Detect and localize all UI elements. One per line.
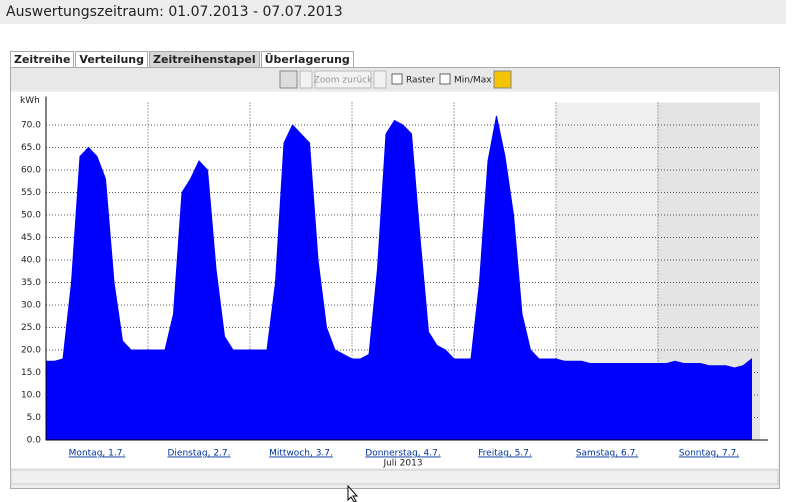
- x-tick-label[interactable]: Dienstag, 2.7.: [167, 449, 230, 459]
- tab-bar: Zeitreihe Verteilung Zeitreihenstapel Üb…: [10, 51, 355, 67]
- y-tick-label: 60.0: [21, 166, 41, 176]
- x-tick-label[interactable]: Mittwoch, 3.7.: [269, 449, 333, 459]
- play-button[interactable]: [493, 70, 512, 89]
- y-tick-label: 50.0: [21, 211, 41, 221]
- y-tick-label: 15.0: [21, 368, 41, 378]
- y-unit: kWh: [20, 96, 40, 106]
- y-tick-label: 5.0: [27, 413, 42, 423]
- zoom-label: Zoom zurück: [314, 76, 374, 86]
- tab[interactable]: Überlagerung: [260, 51, 354, 67]
- tab[interactable]: Zeitreihe: [10, 51, 75, 67]
- zoom-button[interactable]: [314, 70, 372, 89]
- checkbox-label: Raster: [406, 76, 435, 86]
- y-tick-label: 55.0: [21, 188, 41, 198]
- copy-button[interactable]: [279, 70, 298, 89]
- y-tick-label: 35.0: [21, 278, 41, 288]
- checkbox[interactable]: [439, 73, 451, 85]
- forward-button[interactable]: [373, 70, 387, 89]
- y-tick-label: 40.0: [21, 256, 41, 266]
- y-tick-label: 20.0: [21, 346, 41, 356]
- cursor: [347, 484, 359, 502]
- y-tick-label: 70.0: [21, 121, 41, 131]
- area: [45, 115, 752, 441]
- x-tick-label[interactable]: Samstag, 6.7.: [576, 449, 638, 459]
- header: Auswertungszeitraum: 01.07.2013 - 07.07.…: [0, 0, 786, 24]
- y-tick-label: 30.0: [21, 301, 41, 311]
- y-tick-label: 0.0: [27, 436, 42, 446]
- checkbox[interactable]: [391, 73, 403, 85]
- y-tick-label: 25.0: [21, 323, 41, 333]
- x-tick-label[interactable]: Sonntag, 7.7.: [679, 449, 739, 459]
- x-group-label: Juli 2013: [382, 459, 422, 469]
- checkbox-label: Min/Max: [454, 76, 492, 86]
- y-tick-label: 45.0: [21, 233, 41, 243]
- x-tick-label[interactable]: Donnerstag, 4.7.: [365, 449, 440, 459]
- scrollbar[interactable]: [10, 469, 779, 485]
- y-tick-label: 65.0: [21, 143, 41, 153]
- back-button[interactable]: [299, 70, 313, 89]
- tab[interactable]: Verteilung: [75, 51, 149, 67]
- y-tick-label: 10.0: [21, 391, 41, 401]
- x-tick-label[interactable]: Freitag, 5.7.: [478, 449, 532, 459]
- tab[interactable]: Zeitreihenstapel: [149, 51, 260, 67]
- x-tick-label[interactable]: Montag, 1.7.: [69, 449, 126, 459]
